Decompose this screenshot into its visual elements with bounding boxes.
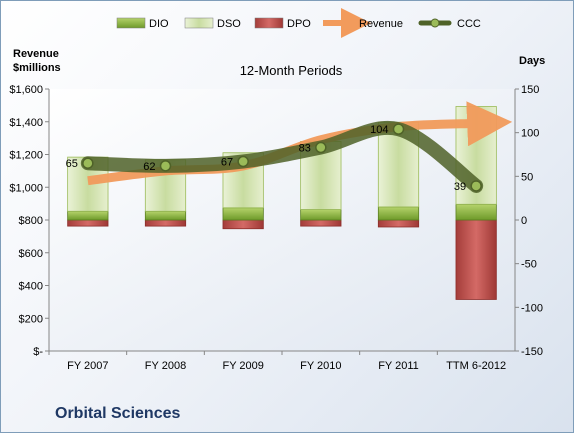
ccc-point [392,123,405,135]
legend-label: CCC [457,18,481,30]
plot-background [49,89,515,351]
ccc-data-label: 65 [66,158,78,170]
category-label: FY 2010 [300,360,341,372]
left-tick-label: $600 [19,248,43,260]
left-tick-label: $200 [19,313,43,325]
dpo-bar [222,219,264,230]
dpo-bar [455,219,497,300]
company-name: Orbital Sciences [55,405,181,422]
left-tick-label: $1,600 [9,84,43,96]
dio-bar [455,203,497,221]
left-tick-label: $- [33,346,43,358]
left-tick-label: $1,000 [9,182,43,194]
ccc-data-label: 104 [370,124,388,136]
plot-area: $- $200 $400 $600 $800 $1,000 $1,200 $1,400 $1,6… [9,84,543,372]
legend-label: DIO [149,18,169,30]
legend-swatch-dso [184,17,214,29]
left-tick-label: $1,200 [9,150,43,162]
dpo-bar [377,219,420,228]
right-tick-label: 150 [521,84,539,96]
legend-label: DSO [217,18,241,30]
ccc-point [159,160,172,172]
ccc-data-label: 62 [143,161,155,173]
ccc-point [82,157,94,169]
right-tick-label: -150 [521,346,543,358]
dio-bar [67,210,109,221]
left-axis-label-line1: Revenue [13,48,59,60]
dio-bar [377,206,420,221]
left-tick-label: $400 [19,281,43,293]
right-tick-label: -100 [521,302,543,314]
dio-bar [300,209,342,221]
right-tick-label: 0 [521,215,527,227]
category-label: FY 2009 [222,360,263,372]
dpo-bar [300,219,342,227]
legend-label: Revenue [359,18,403,30]
chart-title: 12-Month Periods [240,63,343,78]
ccc-data-label: 83 [299,143,311,155]
right-tick-label: 100 [521,128,539,140]
ccc-point [315,141,327,154]
category-label: FY 2011 [378,360,419,372]
category-label: TTM 6-2012 [446,360,506,372]
left-tick-label: $1,400 [9,117,43,129]
category-label: FY 2008 [145,360,186,372]
ccc-data-label: 39 [454,181,466,193]
right-tick-label: -50 [521,259,537,271]
right-tick-label: 50 [521,171,533,183]
legend-label: DPO [287,18,311,30]
dpo-bar [144,219,187,227]
ccc-point [470,180,482,192]
legend-marker-ccc [430,18,440,28]
left-tick-label: $800 [19,215,43,227]
ccc-point [237,155,249,168]
legend-swatch-dio [116,17,146,29]
category-label: FY 2007 [67,360,108,372]
left-axis-label-line2: $millions [13,62,61,74]
dio-bar [222,207,264,221]
chart-legend: DIO DSO DPO Revenue CCC [116,8,481,38]
dpo-bar [67,219,109,227]
right-axis-label: Days [519,55,545,67]
legend-swatch-dpo [254,17,284,29]
dio-bar [144,210,187,221]
ccc-data-label: 67 [221,156,233,168]
